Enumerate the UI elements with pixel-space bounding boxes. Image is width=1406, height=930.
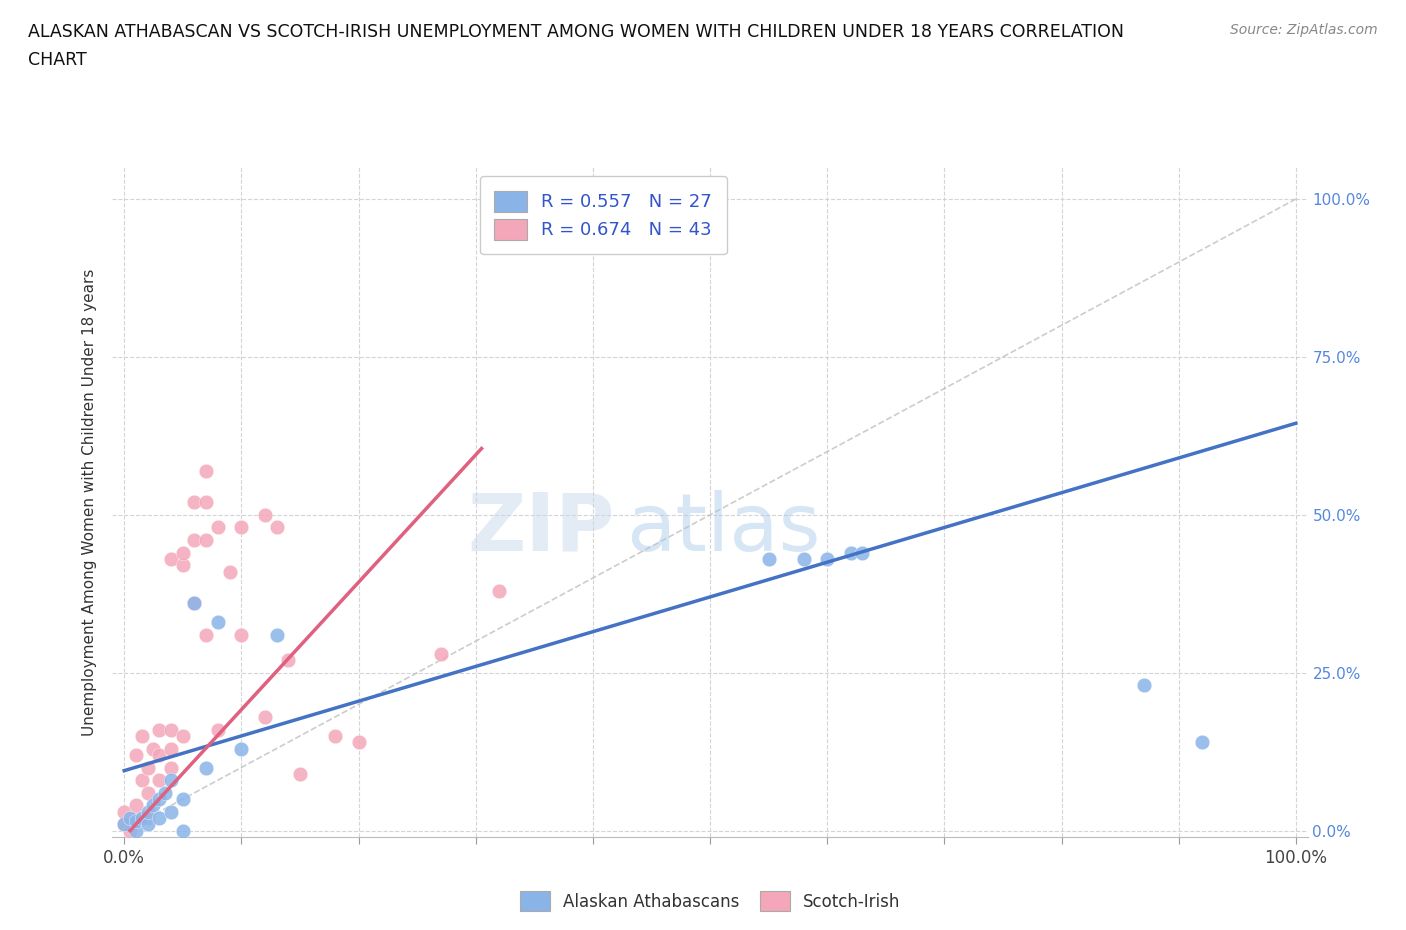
- Point: [195, 628, 218, 643]
- Point: [231, 741, 253, 756]
- Point: [125, 798, 148, 813]
- Point: [120, 811, 141, 826]
- Point: [160, 723, 183, 737]
- Point: [207, 520, 229, 535]
- Point: [160, 773, 183, 788]
- Point: [131, 811, 153, 826]
- Point: [266, 520, 288, 535]
- Point: [160, 760, 183, 775]
- Point: [172, 545, 194, 560]
- Point: [136, 817, 159, 831]
- Point: [277, 653, 299, 668]
- Legend: Alaskan Athabascans, Scotch-Irish: Alaskan Athabascans, Scotch-Irish: [508, 880, 912, 923]
- Point: [131, 773, 153, 788]
- Point: [160, 741, 183, 756]
- Point: [148, 791, 170, 806]
- Point: [155, 785, 177, 800]
- Point: [172, 558, 194, 573]
- Point: [323, 728, 346, 743]
- Point: [112, 817, 135, 831]
- Point: [142, 798, 165, 813]
- Point: [136, 804, 159, 819]
- Point: [160, 804, 183, 819]
- Point: [195, 760, 218, 775]
- Point: [793, 551, 815, 566]
- Point: [148, 773, 170, 788]
- Point: [1132, 678, 1154, 693]
- Point: [851, 545, 873, 560]
- Point: [195, 533, 218, 548]
- Point: [207, 723, 229, 737]
- Point: [218, 565, 240, 579]
- Text: CHART: CHART: [28, 51, 87, 69]
- Point: [172, 791, 194, 806]
- Y-axis label: Unemployment Among Women with Children Under 18 years: Unemployment Among Women with Children U…: [82, 269, 97, 736]
- Point: [148, 748, 170, 763]
- Point: [183, 533, 205, 548]
- Point: [148, 723, 170, 737]
- Point: [183, 495, 205, 510]
- Point: [183, 596, 205, 611]
- Point: [136, 785, 159, 800]
- Point: [231, 520, 253, 535]
- Text: atlas: atlas: [626, 490, 821, 568]
- Point: [429, 646, 451, 661]
- Point: [195, 463, 218, 478]
- Point: [839, 545, 862, 560]
- Point: [131, 728, 153, 743]
- Point: [488, 583, 510, 598]
- Point: [172, 728, 194, 743]
- Point: [172, 823, 194, 838]
- Point: [347, 735, 370, 750]
- Point: [1191, 735, 1213, 750]
- Point: [195, 495, 218, 510]
- Point: [758, 551, 780, 566]
- Point: [125, 748, 148, 763]
- Point: [288, 766, 311, 781]
- Point: [815, 551, 838, 566]
- Point: [148, 811, 170, 826]
- Point: [207, 615, 229, 630]
- Point: [136, 811, 159, 826]
- Point: [120, 823, 141, 838]
- Point: [125, 811, 148, 826]
- Point: [253, 710, 276, 724]
- Point: [125, 823, 148, 838]
- Point: [136, 760, 159, 775]
- Point: [160, 551, 183, 566]
- Text: Source: ZipAtlas.com: Source: ZipAtlas.com: [1230, 23, 1378, 37]
- Point: [253, 508, 276, 523]
- Point: [183, 596, 205, 611]
- Text: ZIP: ZIP: [467, 490, 614, 568]
- Point: [125, 814, 148, 829]
- Text: ALASKAN ATHABASCAN VS SCOTCH-IRISH UNEMPLOYMENT AMONG WOMEN WITH CHILDREN UNDER : ALASKAN ATHABASCAN VS SCOTCH-IRISH UNEMP…: [28, 23, 1125, 41]
- Point: [231, 628, 253, 643]
- Point: [266, 628, 288, 643]
- Point: [142, 741, 165, 756]
- Point: [112, 804, 135, 819]
- Point: [112, 817, 135, 831]
